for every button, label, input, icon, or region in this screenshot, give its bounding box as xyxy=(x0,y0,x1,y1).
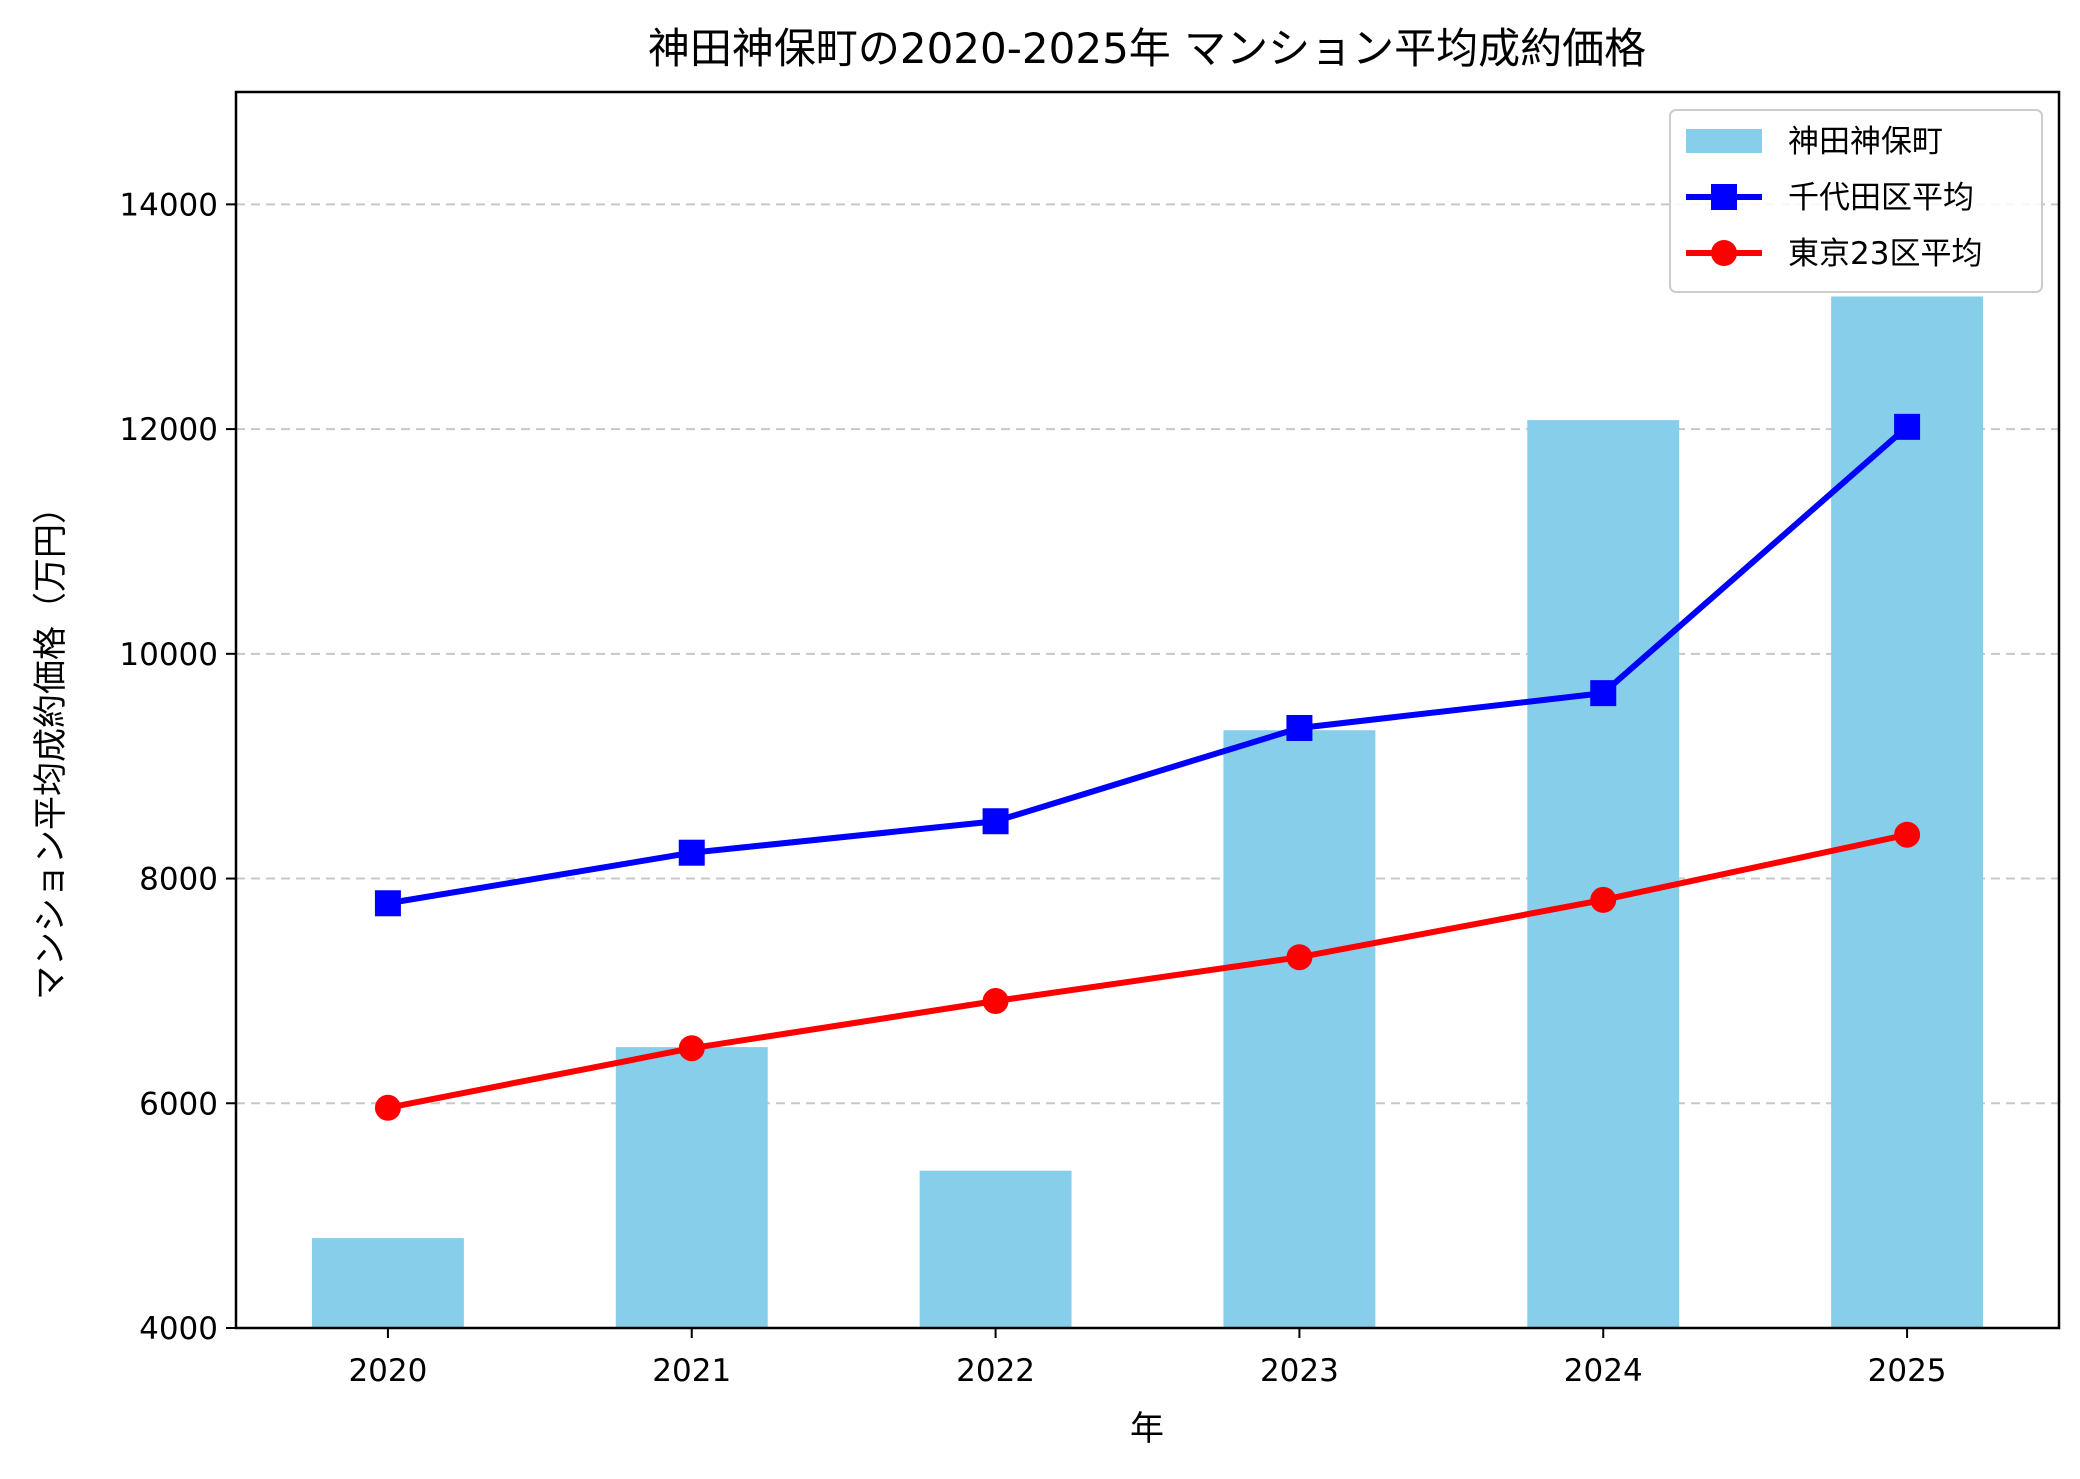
data-point xyxy=(1590,886,1617,913)
legend-box xyxy=(1669,109,2043,293)
y-tick-label: 4000 xyxy=(139,1311,218,1347)
y-tick-label: 8000 xyxy=(139,862,218,898)
bar-series xyxy=(311,296,1984,1328)
legend-marker xyxy=(1711,184,1737,210)
legend-label: 神田神保町 xyxy=(1788,124,1943,160)
y-axis-ticks: 4000 6000 8000 10000 12000 14000 xyxy=(119,187,236,1347)
data-point xyxy=(1286,714,1313,741)
data-point xyxy=(982,808,1009,835)
y-tick-label: 10000 xyxy=(119,637,218,673)
data-point xyxy=(678,1035,705,1062)
x-tick-label: 2024 xyxy=(1564,1353,1643,1389)
data-point xyxy=(982,988,1009,1015)
chart-title: 神田神保町の2020-2025年 マンション平均成約価格 xyxy=(648,24,1646,73)
grid-lines xyxy=(236,203,2059,1329)
series-line xyxy=(387,831,1908,1111)
y-tick-label: 14000 xyxy=(119,187,218,223)
x-axis-label: 年 xyxy=(1130,1409,1164,1449)
data-point xyxy=(374,1094,401,1121)
line-series xyxy=(374,413,1921,1121)
legend-label: 千代田区平均 xyxy=(1788,180,1974,216)
x-tick-label: 2020 xyxy=(348,1353,427,1389)
legend-marker xyxy=(1711,240,1737,266)
y-axis-label: マンション平均成約価格（万円） xyxy=(31,490,71,1000)
legend-swatch xyxy=(1686,129,1762,153)
legend-label: 東京23区平均 xyxy=(1788,236,1982,272)
plot-frame xyxy=(234,90,2061,1330)
data-point xyxy=(1894,413,1921,440)
bar xyxy=(1831,296,1984,1328)
data-point xyxy=(1590,680,1617,707)
bar xyxy=(919,1170,1072,1328)
y-tick-label: 12000 xyxy=(119,412,218,448)
data-point xyxy=(1286,944,1313,971)
data-point xyxy=(678,839,705,866)
data-point xyxy=(1894,821,1921,848)
x-tick-label: 2025 xyxy=(1868,1353,1947,1389)
x-tick-label: 2023 xyxy=(1260,1353,1339,1389)
data-point xyxy=(374,890,401,917)
bar xyxy=(615,1047,768,1328)
x-tick-label: 2021 xyxy=(652,1353,731,1389)
x-tick-label: 2022 xyxy=(956,1353,1035,1389)
y-tick-label: 6000 xyxy=(139,1086,218,1122)
bar xyxy=(311,1238,464,1328)
series-line xyxy=(387,424,1910,907)
bar xyxy=(1223,730,1376,1328)
bar xyxy=(1527,420,1680,1328)
x-axis-ticks: 2020 2021 2022 2023 2024 2025 xyxy=(348,1328,1947,1389)
